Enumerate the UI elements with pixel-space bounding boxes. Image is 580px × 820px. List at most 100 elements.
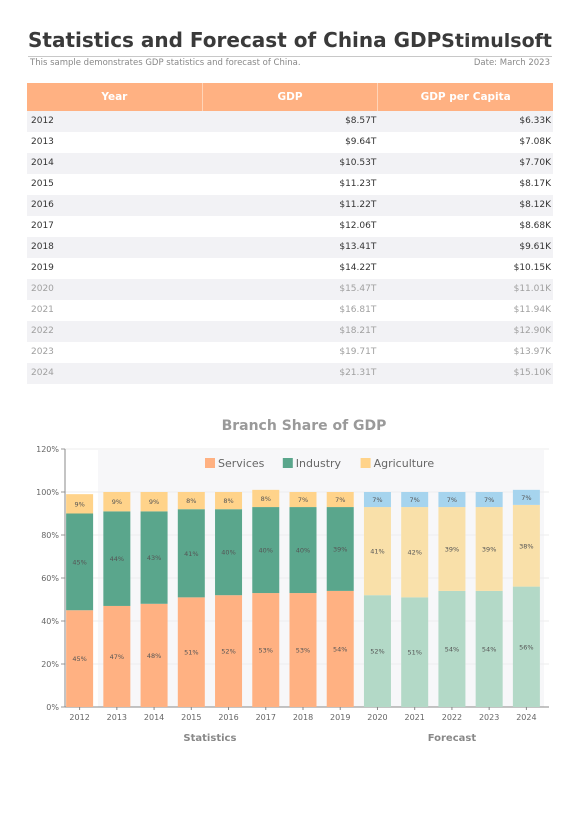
data-label: 54% xyxy=(445,645,459,653)
data-label: 39% xyxy=(482,545,496,553)
cell-year: 2019 xyxy=(31,263,54,273)
data-label: 38% xyxy=(519,542,533,550)
bar-agriculture xyxy=(512,489,540,505)
cell-gdp-per-capita: $9.61K xyxy=(519,242,552,252)
x-tick-label: 2014 xyxy=(144,713,164,722)
cell-gdp-per-capita: $8.17K xyxy=(519,179,552,189)
cell-year: 2016 xyxy=(31,200,54,210)
x-tick-label: 2023 xyxy=(479,713,499,722)
table-row: 2013 $9.64T $7.08K xyxy=(27,132,553,153)
table-row: 2024 $21.31T $15.10K xyxy=(27,363,553,384)
table-row: 2019 $14.22T $10.15K xyxy=(27,258,553,279)
x-tick-label: 2015 xyxy=(181,713,201,722)
x-tick-label: 2019 xyxy=(330,713,350,722)
bar-industry xyxy=(66,513,94,611)
table-row: 2012 $8.57T $6.33K xyxy=(27,111,553,132)
table-row: 2021 $16.81T $11.94K xyxy=(27,300,553,321)
table-row: 2016 $11.22T $8.12K xyxy=(27,195,553,216)
data-label: 7% xyxy=(521,494,531,502)
cell-gdp: $16.81T xyxy=(339,305,377,315)
chart-title: Branch Share of GDP xyxy=(221,418,387,434)
x-tick-label: 2021 xyxy=(405,713,425,722)
bar-industry xyxy=(512,504,540,587)
bar-services xyxy=(512,586,540,707)
bar-agriculture xyxy=(177,492,205,510)
cell-year: 2012 xyxy=(31,116,54,126)
cell-gdp-per-capita: $10.15K xyxy=(513,263,552,273)
data-label: 56% xyxy=(519,643,533,651)
cell-year: 2021 xyxy=(31,305,54,315)
table-row: 2017 $12.06T $8.68K xyxy=(27,216,553,237)
bar-agriculture xyxy=(363,492,391,508)
cell-gdp-per-capita: $6.33K xyxy=(519,116,552,126)
cell-gdp: $18.21T xyxy=(339,326,377,336)
y-tick-label: 80% xyxy=(41,531,59,540)
x-tick-label: 2018 xyxy=(293,713,313,722)
bar-services xyxy=(401,597,429,707)
y-tick-label: 100% xyxy=(36,488,59,497)
cell-gdp: $11.22T xyxy=(339,200,377,210)
data-label: 7% xyxy=(372,496,382,504)
data-label: 7% xyxy=(447,496,457,504)
data-label: 43% xyxy=(147,554,161,562)
bar-services xyxy=(289,593,317,707)
cell-gdp: $12.06T xyxy=(339,221,377,231)
cell-gdp: $15.47T xyxy=(339,284,377,294)
data-label: 7% xyxy=(335,496,345,504)
bar-industry xyxy=(326,507,354,591)
bar-services xyxy=(215,595,243,707)
legend-swatch-services xyxy=(205,458,215,468)
data-label: 54% xyxy=(333,645,347,653)
bar-industry xyxy=(289,507,317,594)
cell-year: 2023 xyxy=(31,347,54,357)
table-row: 2023 $19.71T $13.97K xyxy=(27,342,553,363)
cell-year: 2018 xyxy=(31,242,54,252)
cell-year: 2022 xyxy=(31,326,54,336)
brand-name: Stimulsoft xyxy=(441,30,552,52)
data-label: 44% xyxy=(110,555,124,563)
bar-services xyxy=(177,597,205,707)
y-tick-label: 40% xyxy=(41,617,59,626)
cell-gdp: $21.31T xyxy=(339,368,377,378)
group-label-forecast: Forecast xyxy=(428,733,477,744)
cell-year: 2024 xyxy=(31,368,54,378)
y-tick-label: 20% xyxy=(41,660,59,669)
bar-industry xyxy=(215,509,243,596)
data-label: 9% xyxy=(74,500,84,508)
data-label: 41% xyxy=(184,550,198,558)
table-row: 2018 $13.41T $9.61K xyxy=(27,237,553,258)
bar-services xyxy=(326,590,354,707)
cell-year: 2013 xyxy=(31,137,54,147)
data-label: 39% xyxy=(333,545,347,553)
data-label: 47% xyxy=(110,653,124,661)
column-header-year: Year xyxy=(101,91,128,103)
bar-agriculture xyxy=(475,492,503,508)
cell-year: 2020 xyxy=(31,284,54,294)
cell-gdp-per-capita: $15.10K xyxy=(513,368,552,378)
header-divider xyxy=(28,56,552,57)
data-label: 8% xyxy=(186,497,196,505)
bar-industry xyxy=(438,507,466,591)
bar-agriculture xyxy=(289,492,317,508)
cell-gdp: $10.53T xyxy=(339,158,377,168)
table-body: 2012 $8.57T $6.33K 2013 $9.64T $7.08K 2014 $10.… xyxy=(27,111,553,384)
cell-gdp-per-capita: $12.90K xyxy=(513,326,552,336)
cell-gdp-per-capita: $8.12K xyxy=(519,200,552,210)
data-label: 8% xyxy=(223,497,233,505)
legend-label-agriculture: Agriculture xyxy=(374,457,435,470)
group-label-statistics: Statistics xyxy=(183,733,236,744)
bar-services xyxy=(66,610,94,707)
y-tick-label: 60% xyxy=(41,574,59,583)
data-label: 40% xyxy=(259,547,273,555)
data-label: 48% xyxy=(147,652,161,660)
cell-gdp: $13.41T xyxy=(339,242,377,252)
column-header-gdp: GDP xyxy=(201,83,378,111)
cell-gdp: $14.22T xyxy=(339,263,377,273)
stacked-bar-chart: 0% 20% 40% 60% 80% 100% 120% 45% 45% 9% 2012 47% 44%… xyxy=(36,445,549,744)
data-label: 53% xyxy=(259,647,273,655)
x-tick-label: 2012 xyxy=(69,713,89,722)
x-tick-label: 2013 xyxy=(107,713,127,722)
cell-year: 2015 xyxy=(31,179,54,189)
table-row: 2015 $11.23T $8.17K xyxy=(27,174,553,195)
cell-year: 2014 xyxy=(31,158,54,168)
